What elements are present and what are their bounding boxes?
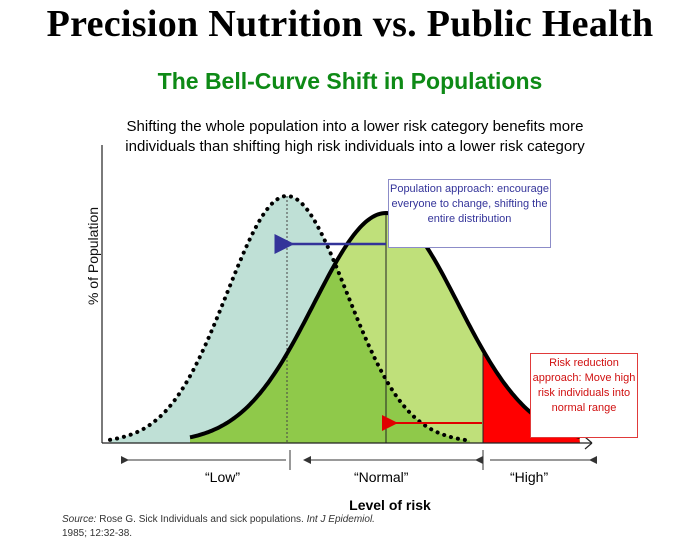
risk-reduction-callout: Risk reduction approach: Move high risk … (530, 353, 638, 438)
source-text: Rose G. Sick Individuals and sick popula… (99, 514, 304, 525)
x-axis-arrowhead-lower (584, 442, 593, 450)
source-citation: Source: Rose G. Sick Individuals and sic… (62, 513, 392, 541)
page-title: Precision Nutrition vs. Public Health (46, 3, 654, 45)
source-citation-detail: 1985; 12:32-38. (62, 528, 133, 539)
x-axis-label: Level of risk (349, 497, 431, 513)
category-normal-label: “Normal” (354, 469, 409, 485)
slide-subtitle: The Bell-Curve Shift in Populations (157, 68, 543, 94)
x-axis-arrowhead (584, 436, 593, 444)
source-journal: Int J Epidemiol. (306, 514, 375, 525)
overlap-area (190, 265, 470, 443)
original-distribution-curve (108, 194, 472, 443)
category-high-label: “High” (510, 469, 549, 485)
shifted-distribution-curve (189, 210, 581, 440)
category-low-label: “Low” (205, 469, 241, 485)
y-axis-label: % of Population (85, 206, 101, 306)
slide-caption: Shifting the whole population into a low… (125, 118, 585, 155)
source-label: Source: (62, 514, 97, 525)
high-risk-tail-area (483, 350, 580, 443)
population-approach-callout: Population approach: encourage everyone … (388, 179, 551, 248)
